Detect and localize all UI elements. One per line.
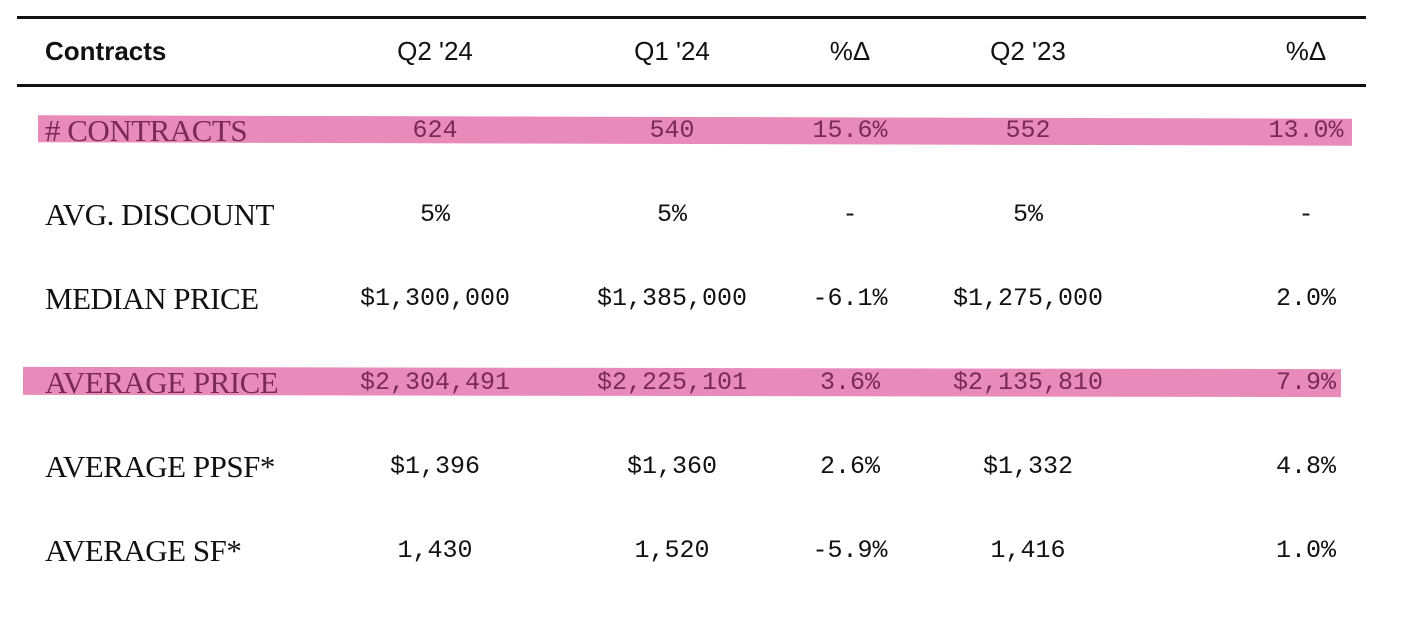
row-label: AVG. DISCOUNT: [45, 197, 274, 232]
cell-q2-24: 1,430: [397, 536, 473, 565]
table-row-average-price: AVERAGE PRICE $2,304,491 $2,225,101 3.6%…: [17, 341, 1366, 425]
row-label: AVERAGE PPSF*: [45, 449, 275, 484]
cell-q2-24: $2,304,491: [359, 368, 511, 397]
cell-q1-24: 1,520: [634, 536, 710, 565]
table-row-average-sf: AVERAGE SF* 1,430 1,520 -5.9% 1,416 1.0%: [17, 509, 1366, 593]
row-label: MEDIAN PRICE: [45, 281, 259, 316]
cell-q2-23: $2,135,810: [952, 368, 1104, 397]
cell-q2-23: $1,275,000: [952, 284, 1104, 313]
header-rule: [17, 84, 1366, 87]
cell-pct-change-yoy: 2.0%: [1275, 284, 1336, 313]
row-label: AVERAGE SF*: [45, 533, 242, 568]
table-header: Contracts Q2 '24 Q1 '24 %Δ Q2 '23 %Δ: [17, 19, 1366, 84]
cell-q2-23: 552: [1005, 116, 1051, 145]
cell-q1-24: $1,360: [626, 452, 717, 481]
cell-pct-change-yoy: 13.0%: [1268, 116, 1344, 145]
cell-q1-24: $1,385,000: [596, 284, 748, 313]
header-col-q1-24: Q1 '24: [634, 36, 710, 66]
table-row-median-price: MEDIAN PRICE $1,300,000 $1,385,000 -6.1%…: [17, 257, 1366, 341]
cell-pct-change-qoq: -: [842, 200, 858, 229]
cell-pct-change-qoq: 3.6%: [819, 368, 880, 397]
table-row-contracts: # CONTRACTS 624 540 15.6% 552 13.0%: [17, 89, 1366, 173]
cell-q1-24: 540: [649, 116, 695, 145]
cell-pct-change-yoy: 4.8%: [1275, 452, 1336, 481]
header-col-q2-24: Q2 '24: [397, 36, 473, 66]
cell-pct-change-qoq: 2.6%: [819, 452, 880, 481]
cell-pct-change-yoy: 7.9%: [1275, 368, 1336, 397]
cell-pct-change-qoq: -6.1%: [812, 284, 888, 313]
cell-q2-24: 5%: [419, 200, 450, 229]
table-row-avg-discount: AVG. DISCOUNT 5% 5% - 5% -: [17, 173, 1366, 257]
row-label: # CONTRACTS: [45, 113, 248, 148]
header-col-pct-change-qoq: %Δ: [829, 36, 871, 66]
cell-q2-23: 5%: [1012, 200, 1043, 229]
cell-q2-24: 624: [412, 116, 458, 145]
cell-q2-23: 1,416: [990, 536, 1066, 565]
header-col-pct-change-yoy: %Δ: [1285, 36, 1327, 66]
table-row-average-ppsf: AVERAGE PPSF* $1,396 $1,360 2.6% $1,332 …: [17, 425, 1366, 509]
cell-q1-24: 5%: [656, 200, 687, 229]
cell-q2-24: $1,396: [389, 452, 480, 481]
cell-pct-change-qoq: 15.6%: [812, 116, 888, 145]
top-rule: [17, 16, 1366, 19]
cell-pct-change-yoy: 1.0%: [1275, 536, 1336, 565]
cell-pct-change-yoy: -: [1298, 200, 1314, 229]
row-label: AVERAGE PRICE: [45, 365, 279, 400]
header-label: Contracts: [45, 36, 167, 66]
cell-q2-24: $1,300,000: [359, 284, 511, 313]
cell-q1-24: $2,225,101: [596, 368, 748, 397]
cell-pct-change-qoq: -5.9%: [812, 536, 888, 565]
header-col-q2-23: Q2 '23: [990, 36, 1066, 66]
cell-q2-23: $1,332: [982, 452, 1073, 481]
